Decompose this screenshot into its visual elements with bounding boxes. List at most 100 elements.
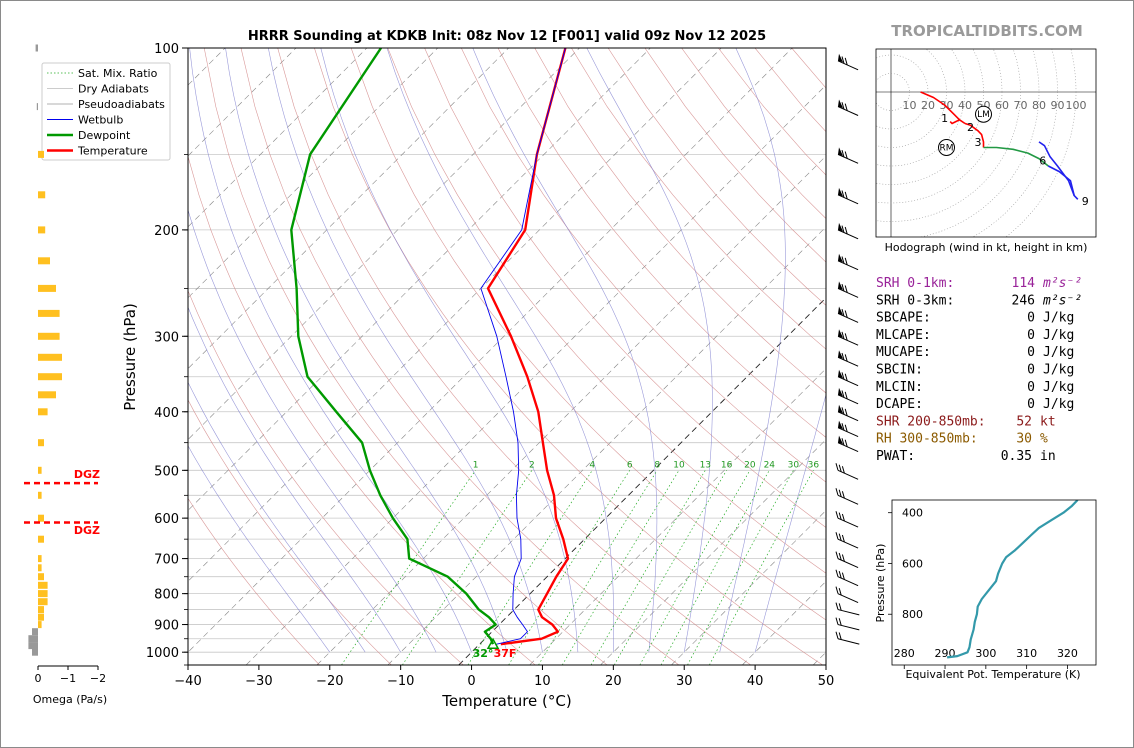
wind-barb-shaft — [837, 194, 859, 205]
moist-adiabat — [586, 48, 713, 653]
stat-label: SRH 0-3km: — [876, 293, 954, 308]
hodo-ring-label: 90 — [1051, 99, 1065, 112]
wind-barb-shaft — [837, 335, 859, 346]
mixing-ratio-line — [561, 470, 680, 665]
wind-barb-shaft — [837, 558, 859, 569]
wind-barb-feather — [841, 572, 845, 580]
mixing-ratio-line — [508, 470, 630, 665]
omega-bar — [28, 642, 38, 650]
te-x-tick-label: 310 — [1016, 647, 1037, 660]
wind-barb-shaft — [837, 442, 859, 453]
mixing-ratio-label: 13 — [700, 460, 711, 470]
theta-e-clip — [946, 500, 1079, 659]
wind-barb-flag — [838, 420, 843, 430]
wind-barb-feather — [841, 372, 845, 380]
hodo-ring-label: 100 — [1066, 99, 1087, 112]
dry-adiabat — [350, 48, 826, 621]
omega-bar — [38, 555, 42, 563]
y-tick-label: 1000 — [146, 646, 179, 661]
mixing-ratio-label: 24 — [764, 460, 776, 470]
hodo-ring — [876, 49, 966, 167]
wind-barb-feather — [835, 532, 839, 540]
mixing-ratio-line — [402, 470, 533, 665]
isotherm — [458, 297, 826, 665]
stat-unit: J/kg — [1043, 328, 1074, 343]
stat-unit: J/kg — [1043, 363, 1074, 378]
stat-unit: J/kg — [1043, 311, 1074, 326]
y-tick-label: 900 — [154, 619, 179, 634]
omega-bar — [38, 581, 48, 589]
theta-e-x-label: Equivalent Pot. Temperature (K) — [905, 668, 1080, 681]
hodo-ring — [876, 73, 910, 111]
legend-label: Sat. Mix. Ratio — [78, 67, 158, 80]
omega-bars — [24, 44, 99, 670]
wind-barb-shaft — [837, 624, 860, 631]
hodo-ring-label: 70 — [1014, 99, 1028, 112]
omega-bar — [38, 257, 50, 265]
omega-bar — [38, 226, 46, 234]
mixing-ratio-line — [590, 470, 706, 665]
chart-title: HRRR Sounding at KDKB Init: 08z Nov 12 [… — [248, 29, 766, 44]
omega-axis-label: Omega (Pa/s) — [33, 693, 107, 706]
wind-barb-shaft — [837, 469, 859, 480]
y-axis-label: Pressure (hPa) — [121, 303, 139, 411]
mixing-ratio-label: 4 — [589, 460, 595, 470]
wind-barb-shaft — [837, 538, 859, 549]
x-tick-label: 0 — [467, 674, 475, 689]
omega-bar — [38, 309, 60, 317]
stat-label: MLCIN: — [876, 380, 923, 395]
mixing-ratio-label: 36 — [808, 460, 820, 470]
wind-barb-feather — [835, 551, 839, 559]
hodo-ring — [876, 49, 1003, 204]
omega-bar — [35, 44, 38, 52]
omega-tick-1: −1 — [60, 672, 76, 685]
dry-adiabat — [188, 289, 464, 665]
omega-bar — [38, 353, 62, 361]
wind-barb-feather — [841, 534, 845, 543]
stat-label: SHR 200-850mb: — [876, 414, 986, 429]
hodo-height-label: 6 — [1039, 154, 1046, 167]
mixing-ratio-line — [687, 470, 794, 665]
stat-value: 0 — [1027, 397, 1035, 412]
wind-barb-feather — [844, 439, 848, 447]
stat-value: 0 — [1027, 380, 1035, 395]
omega-bar — [38, 491, 42, 499]
x-tick-label: −40 — [174, 674, 201, 689]
stat-unit: J/kg — [1043, 380, 1074, 395]
wind-barb-feather — [835, 463, 839, 471]
skewt-plot-border — [187, 47, 827, 666]
wind-barb-feather — [841, 491, 845, 499]
wind-barb-flag — [838, 306, 843, 315]
omega-bar — [28, 635, 38, 643]
stat-label: MUCAPE: — [876, 345, 931, 360]
stat-unit: m²s⁻² — [1042, 276, 1082, 291]
te-x-tick-label: 290 — [935, 647, 956, 660]
dry-adiabat — [461, 48, 826, 483]
dry-adiabat — [497, 48, 826, 438]
skewt-profiles — [290, 48, 570, 649]
omega-bar — [38, 332, 60, 340]
wind-barb-feather — [841, 308, 845, 317]
x-tick-label: −30 — [245, 674, 272, 689]
wind-barb-flag — [838, 387, 843, 397]
omega-bar — [38, 150, 44, 158]
wind-barb-feather — [835, 488, 839, 496]
moist-adiabat — [188, 381, 366, 653]
wind-barb-shaft — [837, 427, 859, 438]
hodo-segment-red — [920, 91, 966, 125]
sounding-parameters: SRH 0-1km: 114 m²s⁻² SRH 0-3km: 246 m²s⁻² SBCA… — [876, 276, 1082, 464]
hodo-ring-label: 80 — [1032, 99, 1046, 112]
hodo-height-label: 2 — [967, 121, 974, 134]
omega-bar — [38, 590, 48, 598]
hodo-marker-label: LM — [977, 110, 990, 120]
moist-adiabat — [754, 393, 826, 653]
legend-label: Dry Adiabats — [78, 83, 149, 96]
omega-tick-2: −2 — [90, 672, 106, 685]
wind-barb-feather — [841, 283, 845, 292]
stat-label: DCAPE: — [876, 397, 923, 412]
dry-adiabat — [571, 48, 826, 350]
profile-temperature — [486, 48, 570, 646]
wind-barb-feather — [841, 352, 845, 361]
